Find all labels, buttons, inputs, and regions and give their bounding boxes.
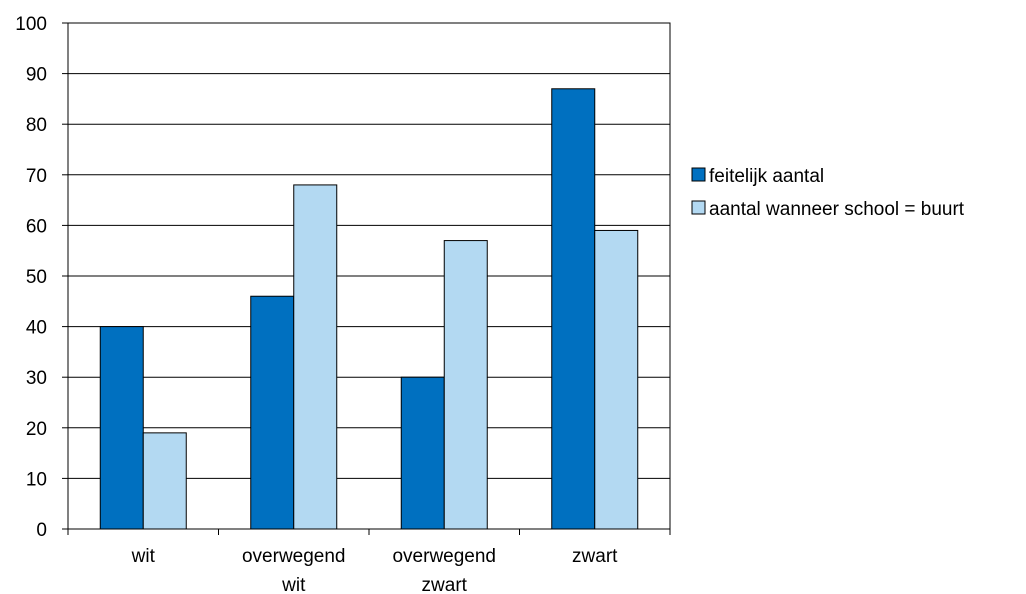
x-tick-label: wit	[281, 575, 306, 594]
y-tick-label: 40	[26, 318, 47, 339]
bar-feitelijk	[99, 326, 144, 530]
x-tick-label: overwegend	[242, 546, 346, 567]
bar-school-buurt	[594, 229, 639, 530]
bar-school-buurt	[293, 184, 338, 530]
bar-school-buurt	[142, 432, 187, 530]
y-tick-label: 100	[15, 14, 47, 35]
y-tick-label: 30	[26, 368, 47, 389]
x-tick-label: wit	[131, 546, 156, 567]
y-tick-label: 0	[36, 520, 47, 541]
x-tick-label: overwegend	[392, 546, 496, 567]
legend: feitelijk aantal aantal wanneer school = …	[691, 166, 965, 220]
legend-label: feitelijk aantal	[709, 166, 824, 187]
y-tick-label: 50	[26, 267, 47, 288]
legend-label: aantal wanneer school = buurt	[709, 199, 965, 220]
y-tick-label: 20	[26, 419, 47, 440]
x-tick-label: zwart	[572, 546, 618, 567]
bar-school-buurt	[443, 240, 488, 530]
y-tick-label: 80	[26, 115, 47, 136]
axes: 0 10 20 30 40 50 60 70 80 90 100 wit overwegend wit ov…	[15, 14, 671, 594]
bar-feitelijk	[400, 376, 445, 530]
y-tick-label: 60	[26, 216, 47, 237]
y-tick-label: 90	[26, 65, 47, 86]
y-tick-label: 10	[26, 469, 47, 490]
bars	[99, 88, 639, 530]
legend-swatch	[691, 200, 706, 215]
legend-swatch	[691, 167, 706, 182]
bar-feitelijk	[250, 295, 295, 530]
y-tick-label: 70	[26, 166, 47, 187]
x-tick-label: zwart	[422, 575, 468, 594]
bar-feitelijk	[551, 88, 596, 530]
